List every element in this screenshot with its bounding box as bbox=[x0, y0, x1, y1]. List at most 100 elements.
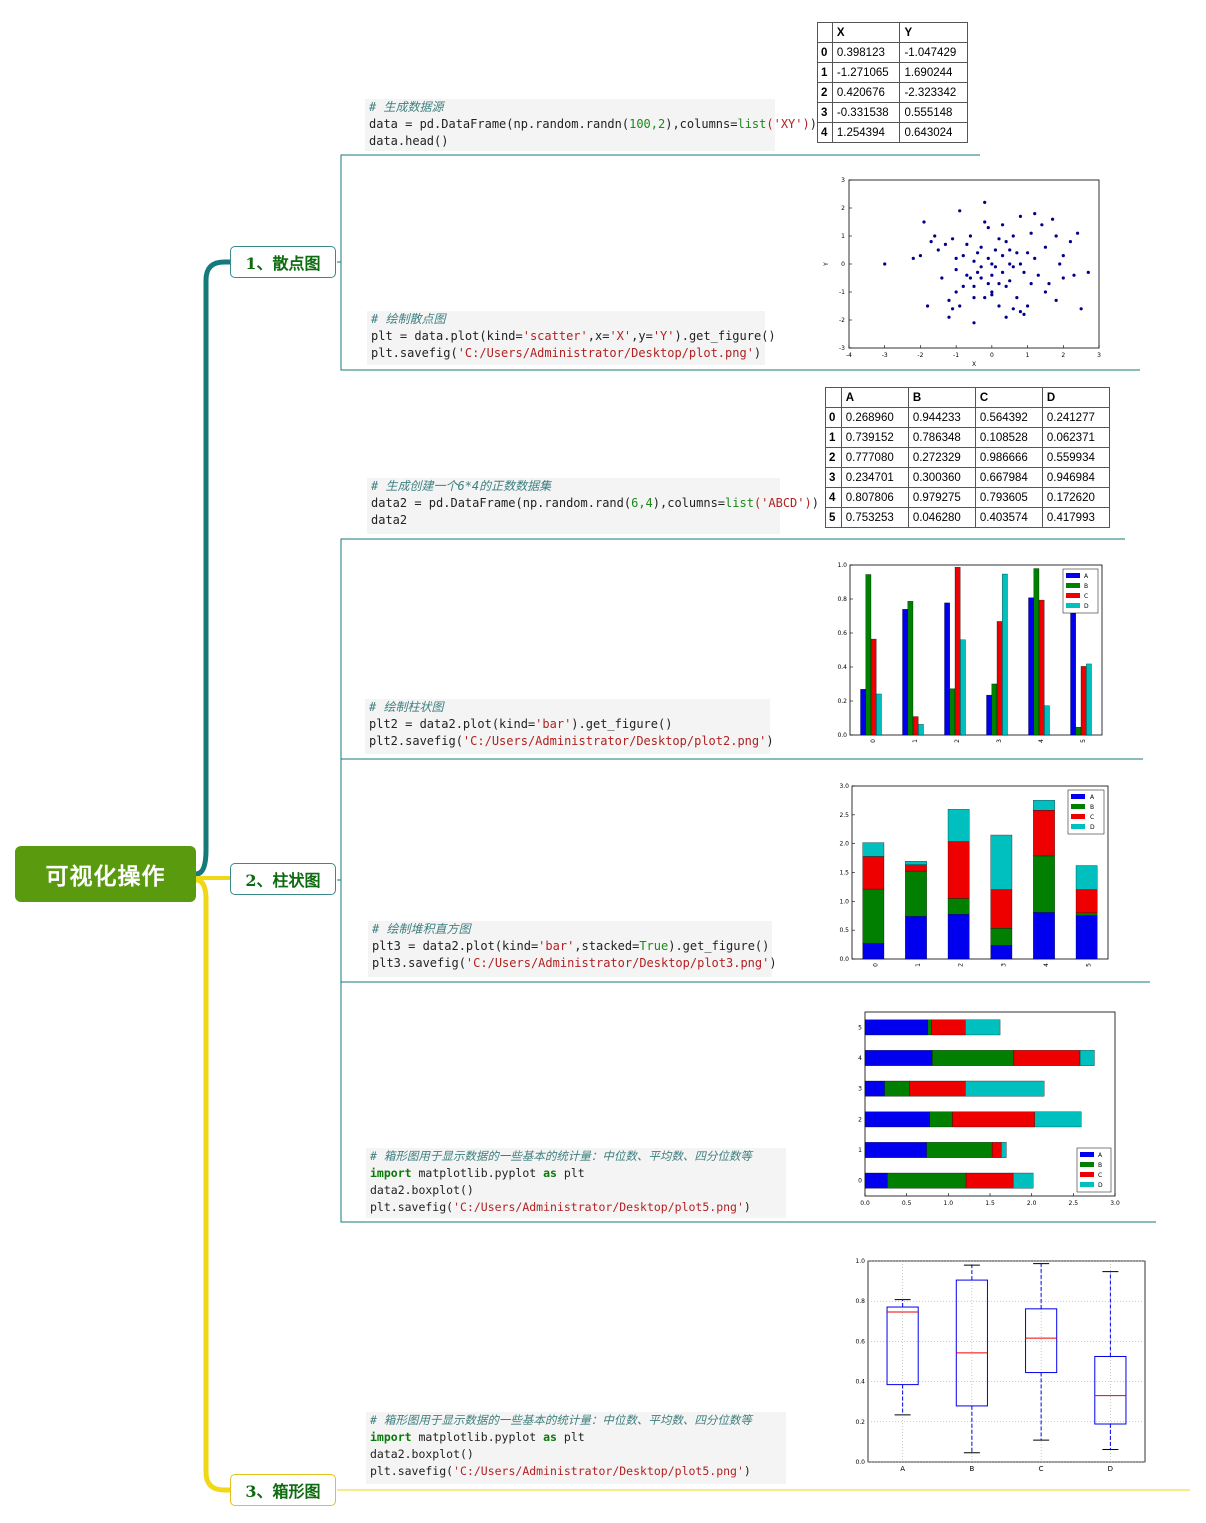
bar bbox=[986, 694, 992, 736]
x-axis-label: X bbox=[972, 361, 976, 368]
scatter-point bbox=[1054, 234, 1058, 238]
y-tick-label: 1.0 bbox=[839, 898, 849, 905]
y-tick-label: 0.6 bbox=[837, 630, 847, 637]
scatter-point bbox=[1047, 282, 1051, 286]
scatter-point bbox=[997, 282, 1001, 286]
x-tick-label: 3.0 bbox=[1110, 1200, 1120, 1207]
scatter-point bbox=[979, 245, 983, 249]
box-plot-chart: 0.0 0.2 0.4 0.6 0.8 1.0 A B C D bbox=[855, 1258, 1146, 1473]
table-row: 4 0.807806 0.979275 0.793605 0.172620 bbox=[825, 487, 1111, 508]
branch-node-scatter[interactable]: 1、散点图 bbox=[230, 246, 336, 278]
scatter-point bbox=[1018, 262, 1023, 266]
legend-swatch bbox=[1071, 804, 1085, 809]
scatter-point bbox=[1043, 245, 1048, 249]
horizontal-bar-segment bbox=[1001, 1142, 1007, 1158]
y-tick-label: 1.0 bbox=[855, 1258, 865, 1265]
table-header-cell: A bbox=[840, 387, 909, 408]
table-row: 3 -0.331538 0.555148 bbox=[817, 102, 968, 123]
stacked-bar-chart: 0.0 0.5 1.0 1.5 2.0 2.5 3.0 0 1 2 3 4 5 ABCD bbox=[839, 783, 1109, 967]
code-boxplot-1: # 箱形图用于显示数据的一些基本的统计量：中位数、平均数、四分位数等 impor… bbox=[366, 1148, 786, 1218]
table-cell: 0.979275 bbox=[907, 487, 976, 508]
x-tick-label: 2 bbox=[1061, 352, 1065, 359]
scatter-point bbox=[1008, 279, 1012, 283]
code-comment: # 绘制散点图 bbox=[371, 312, 446, 326]
table-cell: 0.643024 bbox=[899, 122, 968, 143]
horizontal-bar-segment bbox=[1013, 1050, 1081, 1066]
bar bbox=[996, 621, 1003, 736]
table-header-row: A B C D bbox=[825, 387, 1111, 408]
code-comment: # 箱形图用于显示数据的一些基本的统计量：中位数、平均数、四分位数等 bbox=[370, 1149, 752, 1163]
table-index-cell: 4 bbox=[825, 487, 842, 508]
branch-node-bar[interactable]: 2、柱状图 bbox=[230, 863, 336, 895]
y-tick-label: 2 bbox=[841, 205, 845, 212]
table-row: 1 -1.271065 1.690244 bbox=[817, 62, 968, 83]
stacked-bar-segment bbox=[990, 889, 1013, 929]
table-index-cell: 1 bbox=[817, 62, 833, 83]
bar bbox=[991, 683, 998, 736]
bar bbox=[949, 688, 956, 736]
stacked-bar-segment bbox=[1075, 889, 1098, 914]
scatter-point bbox=[961, 284, 965, 288]
y-tick-label: 0.6 bbox=[855, 1338, 865, 1345]
branch-node-box[interactable]: 3、箱形图 bbox=[230, 1474, 336, 1506]
bar bbox=[1086, 663, 1092, 736]
scatter-point bbox=[1018, 310, 1023, 314]
connector-branch-3 bbox=[195, 877, 230, 1493]
scatter-point bbox=[1036, 273, 1040, 277]
x-tick-label: 0 bbox=[990, 352, 994, 359]
horizontal-bar-segment bbox=[1012, 1172, 1034, 1189]
table-cell: -0.331538 bbox=[831, 102, 901, 123]
y-tick-label: 3 bbox=[841, 177, 845, 184]
x-tick-label: 0 bbox=[872, 963, 879, 967]
code-comment: # 箱形图用于显示数据的一些基本的统计量：中位数、平均数、四分位数等 bbox=[370, 1413, 752, 1427]
horizontal-bar-segment bbox=[864, 1142, 927, 1158]
scatter-point bbox=[947, 315, 951, 319]
scatter-point bbox=[911, 256, 915, 260]
stacked-bar-segment bbox=[947, 914, 970, 960]
horizontal-bar-segment bbox=[927, 1019, 932, 1036]
plot-area bbox=[849, 564, 1103, 736]
bar bbox=[918, 724, 924, 736]
horizontal-bar-segment bbox=[864, 1019, 928, 1036]
scatter-point bbox=[925, 304, 930, 308]
stacked-bar-segment bbox=[862, 943, 885, 960]
box bbox=[1025, 1308, 1058, 1374]
scatter-point bbox=[975, 251, 980, 255]
scatter-point bbox=[1025, 304, 1030, 308]
bar bbox=[1002, 573, 1008, 736]
table-cell: 0.986666 bbox=[974, 447, 1043, 468]
x-tick-label: 2 bbox=[954, 739, 961, 743]
x-tick-label: 3 bbox=[996, 739, 1003, 743]
horizontal-bar-segment bbox=[1079, 1050, 1095, 1066]
scatter-point bbox=[943, 242, 948, 246]
legend-swatch bbox=[1071, 794, 1085, 799]
y-tick-label: 3 bbox=[858, 1086, 862, 1093]
root-node[interactable]: 可视化操作 bbox=[15, 846, 196, 902]
stacked-bar-segment bbox=[862, 842, 885, 857]
scatter-point bbox=[1043, 290, 1048, 294]
scatter-point bbox=[972, 284, 976, 288]
horizontal-bar-segment bbox=[884, 1080, 910, 1097]
scatter-point bbox=[1033, 212, 1037, 216]
legend-swatch bbox=[1080, 1162, 1094, 1167]
table-index-cell: 4 bbox=[817, 122, 833, 143]
x-tick-label: 0.5 bbox=[902, 1200, 912, 1207]
table-index-cell: 3 bbox=[825, 467, 842, 488]
bar bbox=[960, 639, 966, 736]
horizontal-bar-segment bbox=[991, 1142, 1002, 1158]
bar bbox=[860, 689, 866, 736]
table-cell: 0.564392 bbox=[974, 407, 1043, 428]
code-bar: # 绘制柱状图 plt2 = data2.plot(kind='bar').ge… bbox=[365, 699, 774, 754]
legend-swatch bbox=[1066, 573, 1080, 578]
code-comment: # 生成数据源 bbox=[369, 100, 444, 114]
x-tick-label: -3 bbox=[882, 352, 888, 359]
scatter-point bbox=[990, 273, 994, 277]
scatter-point bbox=[929, 240, 933, 244]
x-tick-label: A bbox=[900, 1465, 905, 1473]
y-tick-label: -3 bbox=[839, 345, 845, 352]
scatter-point bbox=[1079, 307, 1083, 311]
scatter-point bbox=[954, 290, 958, 294]
dataframe-xy-table: X Y 0 0.398123 -1.047429 1 -1.271065 1.69024… bbox=[817, 22, 968, 143]
table-header-cell: C bbox=[974, 387, 1043, 408]
horizontal-bar-segment bbox=[864, 1172, 888, 1189]
